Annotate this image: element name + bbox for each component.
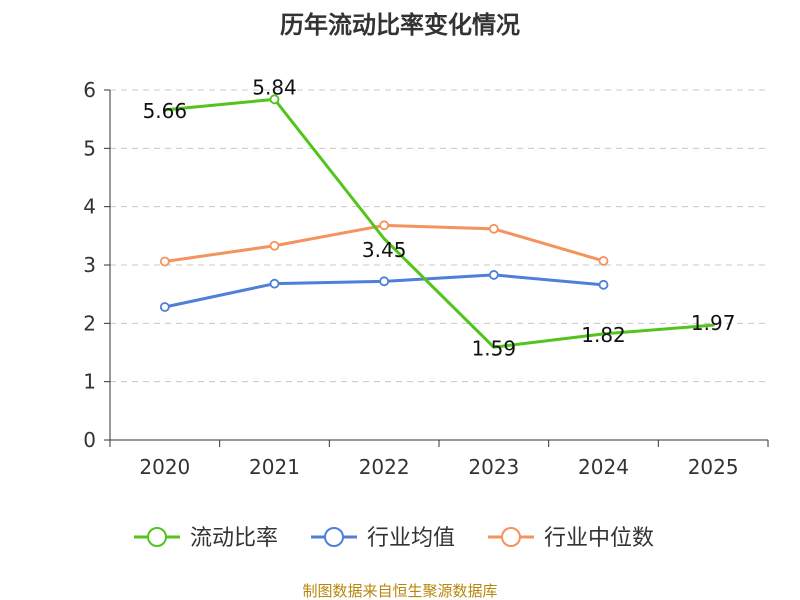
x-tick-label-2024: 2024 <box>578 455 629 479</box>
chart-title: 历年流动比率变化情况 <box>280 11 520 39</box>
data-point[interactable] <box>488 270 499 280</box>
legend-label: 行业中位数 <box>544 526 654 551</box>
data-point[interactable] <box>269 240 280 251</box>
x-tick-label-2020: 2020 <box>139 455 190 479</box>
y-tick-label: 0 <box>83 428 96 452</box>
legend-item-1[interactable]: 行业均值 <box>311 526 455 551</box>
legend-swatch-marker <box>324 527 344 547</box>
source-note: 制图数据来自恒生聚源数据库 <box>302 582 497 600</box>
x-tick-label-2021: 2021 <box>249 455 300 479</box>
data-label: 5.84 <box>252 75 297 99</box>
x-tick-label-2023: 2023 <box>468 455 519 479</box>
x-tick-label-2022: 2022 <box>359 455 410 479</box>
legend-item-2[interactable]: 行业中位数 <box>488 526 654 551</box>
legend-swatch-marker <box>501 527 521 547</box>
data-label: 1.97 <box>691 311 736 335</box>
data-point[interactable] <box>379 220 390 231</box>
legend-label: 流动比率 <box>190 526 278 551</box>
data-point[interactable] <box>159 256 170 267</box>
data-point[interactable] <box>598 279 609 290</box>
series-2 <box>159 220 609 267</box>
data-label: 1.59 <box>472 336 517 360</box>
series-0 <box>163 94 715 349</box>
data-point[interactable] <box>269 278 280 289</box>
y-tick-label: 3 <box>83 253 96 277</box>
x-tick-label-2025: 2025 <box>688 455 739 479</box>
y-tick-label: 5 <box>83 136 96 160</box>
data-label: 1.82 <box>581 323 626 347</box>
data-point[interactable] <box>598 256 609 266</box>
data-point[interactable] <box>159 302 170 312</box>
y-tick-label: 2 <box>83 311 96 335</box>
axes: 0 1 2 3 4 5 6 2020 2021 2022 2023 2024 2025 <box>83 78 769 479</box>
data-label: 5.66 <box>143 99 188 123</box>
legend-swatch-marker <box>147 527 167 547</box>
legend[interactable]: 流动比率 行业均值 行业中位数 <box>134 526 654 551</box>
y-tick-label: 4 <box>83 195 96 219</box>
legend-item-0[interactable]: 流动比率 <box>134 526 278 551</box>
grid-lines <box>110 89 768 383</box>
y-tick-label: 1 <box>83 370 96 394</box>
data-point[interactable] <box>379 276 390 287</box>
data-labels: 5.66 5.84 3.45 1.59 1.82 1.97 <box>143 75 736 360</box>
data-point[interactable] <box>269 94 280 105</box>
series-1 <box>159 270 609 312</box>
data-label: 3.45 <box>362 238 407 262</box>
y-tick-label: 6 <box>83 78 96 102</box>
series-line <box>163 97 715 349</box>
series-layer <box>159 94 715 349</box>
legend-label: 行业均值 <box>367 526 455 551</box>
data-point[interactable] <box>488 223 499 234</box>
